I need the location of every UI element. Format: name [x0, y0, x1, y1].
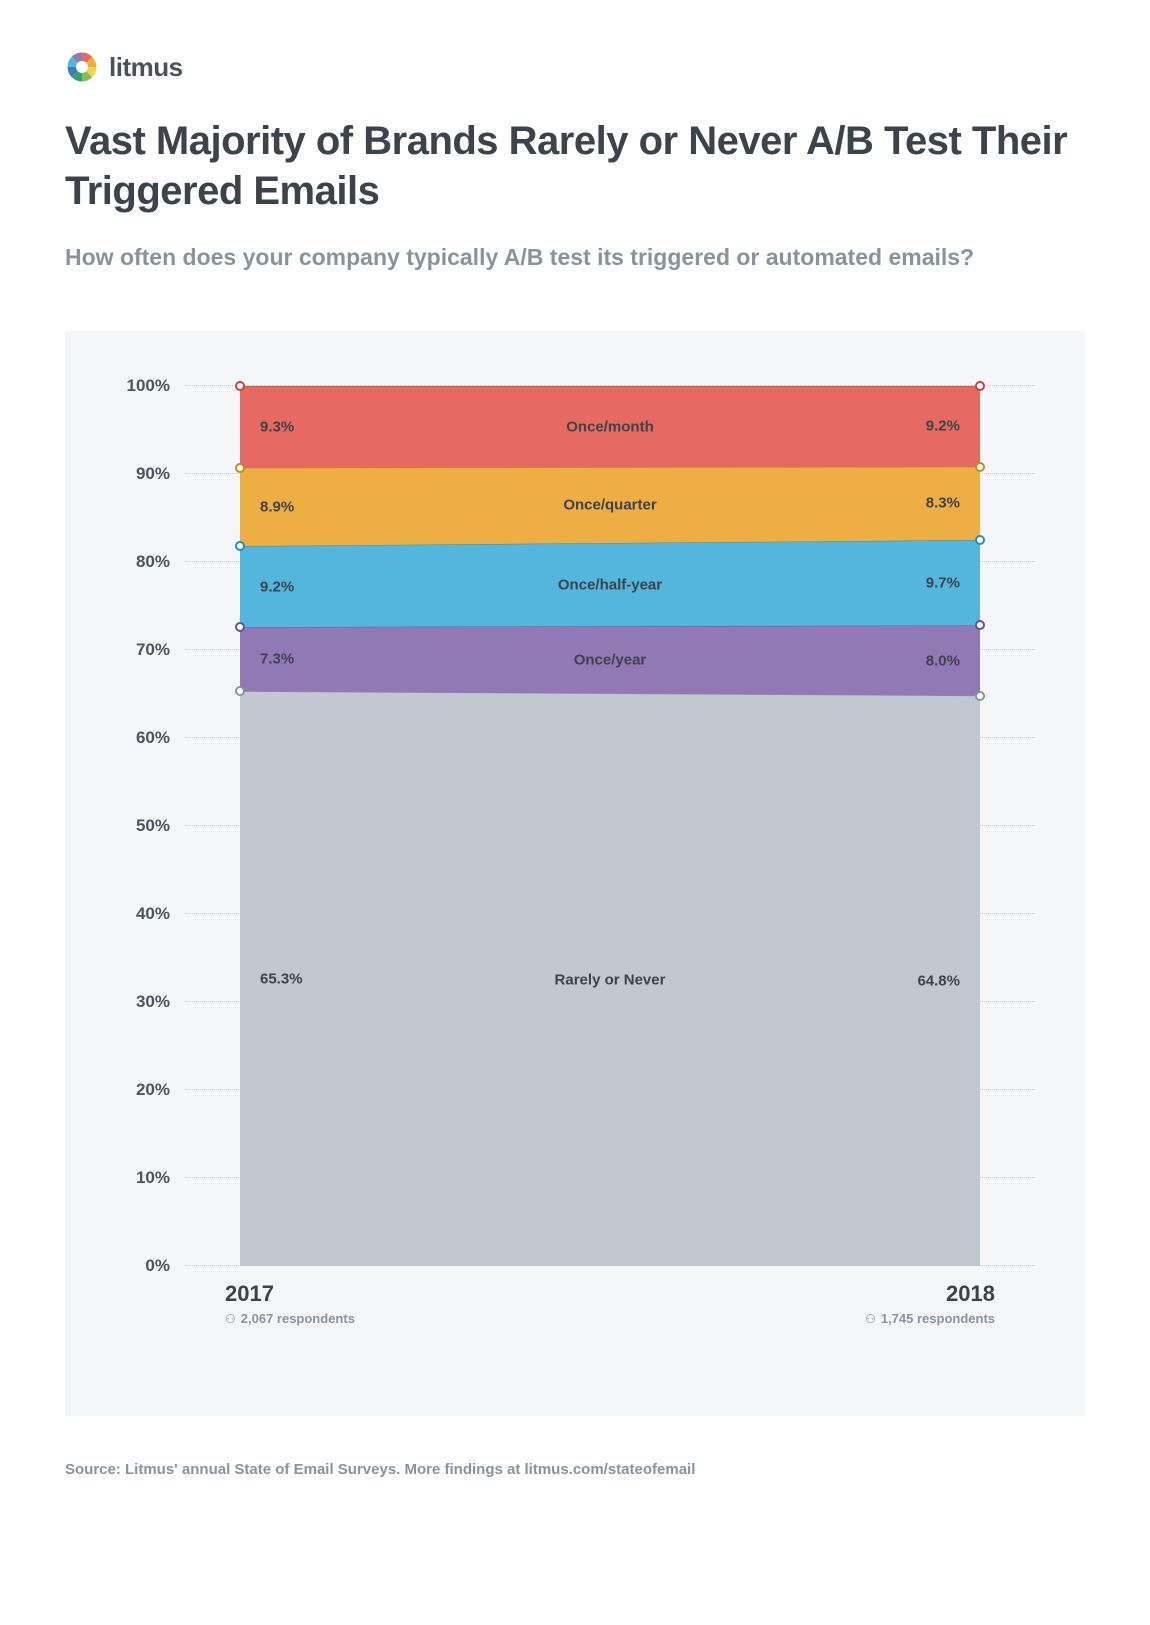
series-marker — [975, 381, 985, 391]
series-name-label: Once/quarter — [563, 497, 656, 514]
series-value-label: 65.3% — [260, 970, 303, 987]
y-axis-label: 20% — [110, 1080, 170, 1100]
series-value-label: 9.2% — [926, 418, 960, 435]
y-axis-label: 70% — [110, 640, 170, 660]
y-axis-label: 40% — [110, 904, 170, 924]
series-value-label: 8.0% — [926, 652, 960, 669]
y-axis-label: 30% — [110, 992, 170, 1012]
series-name-label: Rarely or Never — [555, 971, 666, 988]
series-marker — [235, 541, 245, 551]
series-name-label: Once/year — [574, 651, 647, 668]
series-name-label: Once/month — [566, 418, 654, 435]
series-marker — [975, 620, 985, 630]
series-marker — [235, 686, 245, 696]
chart-title: Vast Majority of Brands Rarely or Never … — [65, 116, 1085, 216]
y-axis-label: 100% — [110, 376, 170, 396]
series-marker — [975, 462, 985, 472]
x-axis-category: 2017 ⚇2,067 respondents — [225, 1281, 425, 1356]
series-marker — [235, 622, 245, 632]
series-value-label: 9.3% — [260, 418, 294, 435]
source-citation: Source: Litmus' annual State of Email Su… — [65, 1461, 1085, 1478]
series-value-label: 7.3% — [260, 651, 294, 668]
chart-subtitle: How often does your company typically A/… — [65, 244, 1085, 271]
x-axis-respondents: ⚇1,745 respondents — [795, 1311, 995, 1326]
chart-plot-area: Rarely or Never 65.3% 64.8% Once/year 7.3% 8.… — [240, 386, 980, 1266]
series-marker — [975, 691, 985, 701]
series-value-label: 8.9% — [260, 499, 294, 516]
brand-logo: litmus — [65, 50, 1085, 84]
x-axis-year: 2018 — [795, 1281, 995, 1307]
series-marker — [975, 535, 985, 545]
series-value-label: 64.8% — [917, 972, 960, 989]
x-axis-category: 2018 ⚇1,745 respondents — [795, 1281, 995, 1356]
series-marker — [235, 463, 245, 473]
x-axis-respondents: ⚇2,067 respondents — [225, 1311, 425, 1326]
y-axis-label: 90% — [110, 464, 170, 484]
series-value-label: 8.3% — [926, 495, 960, 512]
y-axis-label: 80% — [110, 552, 170, 572]
logo-mark-icon — [65, 50, 99, 84]
chart-card: 0% 10% 20% 30% 40% 50% 60% 70% 80% 90% 100% Rarely… — [65, 331, 1085, 1416]
stacked-area-svg — [240, 386, 980, 1266]
series-name-label: Once/half-year — [558, 576, 662, 593]
respondents-icon: ⚇ — [865, 1312, 876, 1326]
x-axis-year: 2017 — [225, 1281, 425, 1307]
y-axis-label: 0% — [110, 1256, 170, 1276]
y-axis-label: 60% — [110, 728, 170, 748]
brand-name: litmus — [109, 52, 183, 83]
series-value-label: 9.7% — [926, 574, 960, 591]
series-marker — [235, 381, 245, 391]
y-axis-label: 10% — [110, 1168, 170, 1188]
y-axis-label: 50% — [110, 816, 170, 836]
respondents-icon: ⚇ — [225, 1312, 236, 1326]
series-value-label: 9.2% — [260, 578, 294, 595]
x-axis: 2017⚇2,067 respondents2018⚇1,745 respond… — [240, 1281, 980, 1356]
